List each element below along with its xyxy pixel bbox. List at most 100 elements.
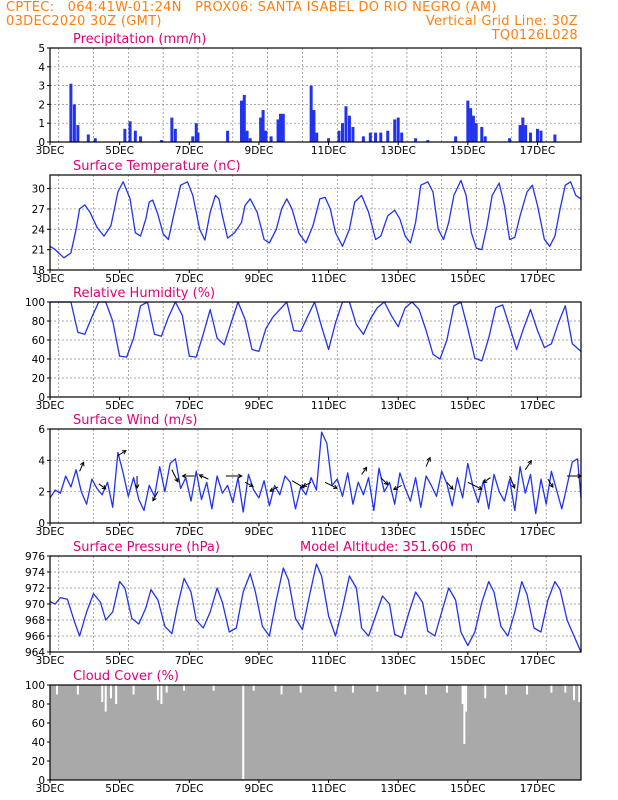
precipitation-ytick-label: 2: [38, 99, 45, 111]
wind-frame: [49, 428, 582, 524]
pressure-panel: 964 966 968 970 972 974 976 3DEC 5DEC 7DEC 9DEC 11D…: [25, 540, 582, 667]
precipitation-xtick-label: 13DEC: [380, 145, 415, 157]
cloud-xtick-label: 13DEC: [380, 783, 415, 795]
precipitation-panel: 0 1 2 3 4 5 3DEC 5DEC 7DEC 9DEC 11DEC 13DEC 15DEC 17D…: [36, 32, 582, 157]
temperature-ytick-label: 21: [32, 245, 45, 257]
precipitation-ytick-label: 3: [38, 81, 45, 93]
temperature-xtick-label: 3DEC: [36, 273, 65, 285]
precipitation-bar: [393, 119, 397, 142]
cloud-gap-bar: [104, 685, 107, 712]
precipitation-bar: [474, 123, 478, 142]
wind-vector-arrowhead: [299, 484, 305, 489]
cloud-gap-bar: [564, 685, 567, 693]
wind-vector-arrow: [467, 481, 483, 490]
precipitation-bar: [312, 110, 316, 142]
precipitation-bar: [248, 138, 252, 142]
cloud-gap-bar: [109, 685, 112, 699]
wind-xtick-label: 11DEC: [311, 526, 346, 538]
precipitation-xtick-label: 9DEC: [245, 145, 274, 157]
pressure-xtick-label: 17DEC: [520, 655, 555, 667]
cloud-xtick-label: 15DEC: [450, 783, 485, 795]
cloud-gap-bar: [376, 685, 379, 692]
wind-vector-arrow: [483, 477, 491, 483]
cloud-gap-bar: [573, 685, 576, 701]
precipitation-ytick-label: 5: [38, 43, 45, 55]
precipitation-bar: [226, 130, 230, 142]
header-date: 03DEC2020 30Z (GMT): [6, 14, 162, 29]
wind-vector-arrowhead: [449, 485, 454, 491]
pressure-ytick-label: 968: [25, 615, 45, 627]
humidity-frame: [49, 301, 582, 398]
wind-vector-arrowhead: [174, 477, 179, 483]
cloud-xtick-label: 5DEC: [105, 783, 134, 795]
humidity-title: Relative Humidity (%): [73, 286, 215, 301]
precipitation-title: Precipitation (mm/h): [73, 32, 206, 47]
cloud-gap-bar: [461, 685, 464, 704]
wind-vector-arrowhead: [198, 474, 204, 479]
precipitation-bar: [259, 117, 263, 142]
cloud-xtick-label: 9DEC: [245, 783, 274, 795]
cloud-gap-bar: [505, 685, 508, 695]
cloud-gap-bar: [165, 685, 168, 693]
wind-vector-arrow: [393, 484, 402, 490]
cloud-gap-bar: [55, 685, 58, 695]
precipitation-bar: [72, 104, 76, 142]
cloud-gap-bar: [212, 685, 215, 691]
temperature-title: Surface Temperature (nC): [73, 159, 241, 174]
precipitation-xtick-label: 7DEC: [175, 145, 204, 157]
precipitation-bar: [191, 136, 195, 142]
precipitation-ytick-label: 0: [38, 137, 45, 149]
precipitation-bar: [159, 140, 163, 142]
wind-vector-arrow: [524, 460, 532, 471]
precipitation-bar: [400, 132, 404, 142]
wind-ytick-label: 0: [38, 518, 45, 530]
humidity-xtick-label: 11DEC: [311, 400, 346, 412]
precipitation-bar: [379, 132, 383, 142]
wind-vector-arrowhead: [181, 473, 187, 479]
temperature-xtick-label: 17DEC: [520, 273, 555, 285]
humidity-ytick-label: 80: [32, 316, 45, 328]
precipitation-xtick-label: 3DEC: [36, 145, 65, 157]
temperature-frame: [49, 174, 582, 271]
temperature-xtick-label: 11DEC: [311, 273, 346, 285]
pressure-xtick-label: 3DEC: [36, 655, 65, 667]
humidity-ytick-label: 60: [32, 335, 45, 347]
cloud-gap-bar: [242, 685, 245, 780]
precipitation-bar: [340, 123, 344, 142]
humidity-xtick-label: 17DEC: [520, 400, 555, 412]
cloud-title: Cloud Cover (%): [73, 669, 179, 684]
pressure-xtick-label: 13DEC: [380, 655, 415, 667]
wind-xtick-label: 17DEC: [520, 526, 555, 538]
precipitation-bar: [374, 132, 378, 142]
wind-vector-arrowhead: [482, 478, 488, 484]
temperature-xtick-label: 5DEC: [105, 273, 134, 285]
precipitation-bar: [480, 126, 484, 142]
humidity-xtick-label: 13DEC: [380, 400, 415, 412]
pressure-xtick-label: 15DEC: [450, 655, 485, 667]
cloud-gap-bar: [578, 685, 581, 703]
wind-vector-arrowhead: [248, 482, 254, 487]
cloud-gap-bar: [115, 685, 118, 704]
wind-vector-arrow: [425, 457, 431, 467]
pressure-xtick-label: 7DEC: [175, 655, 204, 667]
wind-xtick-label: 15DEC: [450, 526, 485, 538]
precipitation-bar: [269, 136, 273, 142]
pressure-series-line: [49, 563, 582, 653]
wind-vector-arrowhead: [134, 484, 140, 490]
precipitation-bar: [315, 132, 319, 142]
cloud-gap-bar: [160, 685, 163, 704]
wind-vector-arrowhead: [121, 450, 127, 455]
wind-series-line: [49, 431, 582, 515]
precipitation-bar: [521, 117, 525, 142]
wind-xtick-label: 9DEC: [245, 526, 274, 538]
pressure-title: Surface Pressure (hPa): [73, 540, 220, 555]
wind-vector-arrowhead: [527, 459, 532, 465]
temperature-xtick-label: 7DEC: [175, 273, 204, 285]
wind-panel: 0 2 4 6 3DEC 5DEC 7DEC 9DEC 11DEC 13DEC 15DEC 17DEC…: [36, 413, 583, 538]
pressure-annotation: Model Altitude: 351.606 m: [300, 540, 473, 555]
header-model-code: TQ0126L028: [491, 28, 578, 43]
precipitation-bar: [196, 132, 200, 142]
wind-ytick-label: 4: [38, 455, 45, 467]
humidity-panel: 0 20 40 60 80 100 3DEC 5DEC 7DEC 9DEC 11DEC 13DEC 15…: [25, 286, 582, 412]
precipitation-bar: [518, 125, 522, 142]
